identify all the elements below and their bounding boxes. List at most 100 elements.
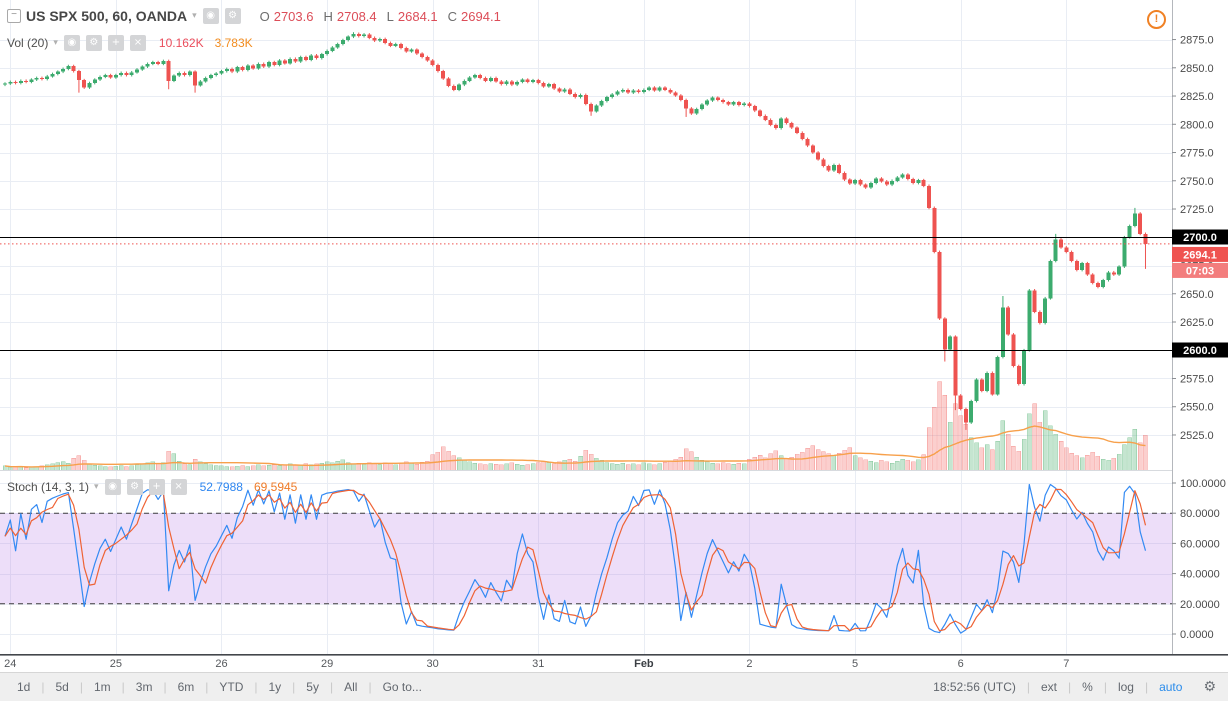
- gear-icon[interactable]: ⚙: [224, 8, 241, 24]
- svg-text:2600.0: 2600.0: [1183, 345, 1217, 357]
- volume-current-value: 10.162K: [158, 36, 204, 50]
- divider: |: [41, 680, 45, 694]
- gear-icon[interactable]: ⚙: [126, 479, 143, 495]
- time-axis-label: 2: [746, 658, 752, 670]
- close-label: C: [447, 8, 458, 24]
- volume-ma-line: [4, 425, 1146, 468]
- svg-text:2694.1: 2694.1: [1183, 249, 1217, 261]
- svg-text:2625.0: 2625.0: [1180, 317, 1214, 329]
- range-button-5d[interactable]: 5d: [55, 680, 69, 694]
- eye-icon[interactable]: ◉: [104, 479, 121, 495]
- svg-text:2825.0: 2825.0: [1180, 91, 1214, 103]
- stochastic-d-line: [4, 488, 1147, 632]
- close-icon[interactable]: ×: [129, 35, 146, 51]
- toolbar-right: 18:52:56 (UTC) | ext | % | log | auto ⚙: [922, 679, 1228, 695]
- stochastic-d-value: 69.5945: [253, 480, 298, 494]
- plus-icon[interactable]: +: [148, 479, 165, 495]
- range-button-6m[interactable]: 6m: [177, 680, 195, 694]
- gear-icon[interactable]: ⚙: [85, 35, 102, 51]
- divider: |: [292, 680, 296, 694]
- range-button-1d[interactable]: 1d: [17, 680, 31, 694]
- eye-icon[interactable]: ◉: [63, 35, 80, 51]
- low-value: 2684.1: [397, 8, 438, 24]
- svg-text:2525.0: 2525.0: [1180, 430, 1214, 442]
- stochastic-indicator-title[interactable]: Stoch (14, 3, 1): [7, 480, 90, 494]
- horizontal-level-lines[interactable]: [0, 236, 1172, 352]
- svg-text:2875.0: 2875.0: [1180, 35, 1214, 47]
- time-axis-label: 6: [958, 658, 964, 670]
- chevron-down-icon[interactable]: ▾: [53, 38, 58, 48]
- svg-text:2650.0: 2650.0: [1180, 289, 1214, 301]
- time-axis-label: 29: [321, 658, 333, 670]
- time-axis-label: 30: [427, 658, 439, 670]
- divider: |: [1026, 680, 1030, 694]
- bar-countdown-badge: [1172, 262, 1228, 278]
- plus-icon[interactable]: +: [107, 35, 124, 51]
- collapse-pane-icon[interactable]: −: [7, 9, 21, 23]
- range-button-1m[interactable]: 1m: [93, 680, 111, 694]
- time-axis-label: 31: [532, 658, 544, 670]
- svg-text:2750.0: 2750.0: [1180, 176, 1214, 188]
- volume-indicator-title[interactable]: Vol (20): [7, 36, 49, 50]
- stochastic-band: [0, 512, 1172, 605]
- svg-text:2700.0: 2700.0: [1183, 232, 1217, 244]
- range-button-goto[interactable]: Go to...: [382, 680, 422, 694]
- range-button-1y[interactable]: 1y: [268, 680, 282, 694]
- range-buttons: 1d | 5d | 1m | 3m | 6m | YTD | 1y | 5y | All | Go to...: [0, 680, 433, 694]
- time-axis-label: 5: [852, 658, 858, 670]
- svg-text:07:03: 07:03: [1186, 265, 1214, 277]
- svg-text:2725.0: 2725.0: [1180, 204, 1214, 216]
- svg-text:2850.0: 2850.0: [1180, 63, 1214, 75]
- divider: |: [254, 680, 258, 694]
- divider: |: [205, 680, 209, 694]
- time-axis-label: 25: [110, 658, 122, 670]
- candlestick-series: [3, 32, 1148, 430]
- volume-ma-value: 3.783K: [214, 36, 253, 50]
- divider: |: [368, 680, 372, 694]
- chevron-down-icon[interactable]: ▾: [94, 482, 99, 492]
- svg-text:2575.0: 2575.0: [1180, 373, 1214, 385]
- settings-gear-icon[interactable]: ⚙: [1203, 679, 1216, 695]
- range-button-5y[interactable]: 5y: [306, 680, 319, 694]
- time-axis-label: 7: [1063, 658, 1069, 670]
- extended-hours-button[interactable]: ext: [1041, 680, 1058, 694]
- svg-text:80.0000: 80.0000: [1180, 508, 1220, 520]
- time-axis-separator: [0, 654, 1228, 656]
- auto-scale-button[interactable]: auto: [1159, 680, 1183, 694]
- ohlc-readout: O 2703.6 H 2708.4 L 2684.1 C 2694.1: [254, 9, 501, 24]
- divider: |: [1068, 680, 1072, 694]
- divider: |: [1144, 680, 1149, 694]
- svg-text:40.0000: 40.0000: [1180, 569, 1220, 581]
- price-axis[interactable]: 2875.0 2850.0 2825.0 2800.0 2775.0 2750.0 2725…: [1172, 0, 1228, 654]
- symbol-title[interactable]: US SPX 500, 60, OANDA: [26, 8, 188, 24]
- percent-scale-button[interactable]: %: [1082, 680, 1093, 694]
- divider: |: [163, 680, 167, 694]
- range-button-3m[interactable]: 3m: [135, 680, 153, 694]
- low-label: L: [386, 8, 394, 24]
- divider: |: [79, 680, 83, 694]
- divider: |: [121, 680, 125, 694]
- stochastic-legend: Stoch (14, 3, 1) ▾ ◉ ⚙ + × 52.7988 69.59…: [7, 479, 297, 495]
- level-price-badge: [1172, 229, 1228, 245]
- eye-icon[interactable]: ◉: [202, 8, 219, 24]
- close-value: 2694.1: [461, 8, 501, 24]
- time-axis[interactable]: 24 25 26 29 30 31 Feb 2 5 6 7: [4, 658, 1069, 670]
- svg-text:2800.0: 2800.0: [1180, 119, 1214, 131]
- svg-text:2775.0: 2775.0: [1180, 148, 1214, 160]
- divider: |: [1103, 680, 1107, 694]
- log-scale-button[interactable]: log: [1117, 680, 1134, 694]
- divider: |: [329, 680, 334, 694]
- chevron-down-icon[interactable]: ▾: [192, 11, 197, 21]
- chart-canvas[interactable]: 2875.02850.02825.02800.02775.02750.02725…: [0, 0, 1228, 672]
- range-button-ytd[interactable]: YTD: [219, 680, 244, 694]
- warning-icon[interactable]: !: [1147, 10, 1166, 29]
- clock-readout[interactable]: 18:52:56 (UTC): [933, 680, 1016, 694]
- open-value: 2703.6: [273, 8, 314, 24]
- high-value: 2708.4: [336, 8, 377, 24]
- svg-text:60.0000: 60.0000: [1180, 538, 1220, 550]
- open-label: O: [259, 8, 270, 24]
- range-button-all[interactable]: All: [344, 680, 358, 694]
- close-icon[interactable]: ×: [170, 479, 187, 495]
- svg-text:20.0000: 20.0000: [1180, 599, 1220, 611]
